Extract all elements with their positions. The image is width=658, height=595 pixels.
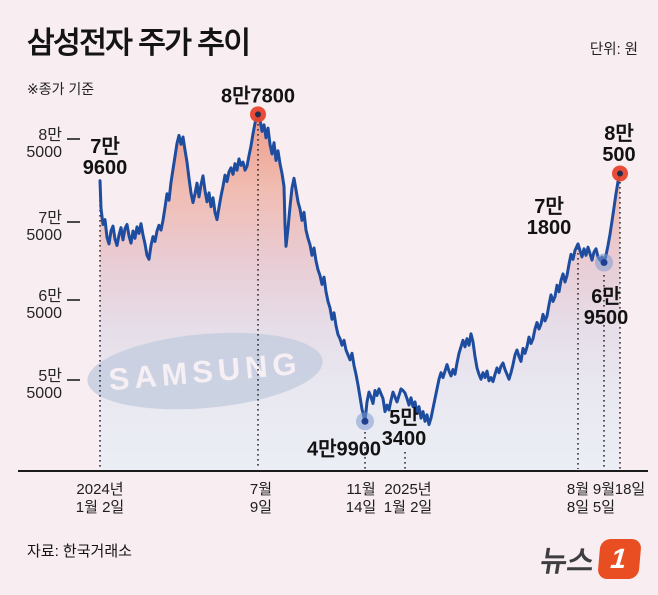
x-tick-label: 2025년 1월 2일 — [383, 481, 433, 516]
y-tick-label: 8만 5000 — [26, 127, 62, 161]
price-annotation: 5만 3400 — [381, 407, 427, 450]
marker-dot-core — [255, 111, 261, 118]
price-annotation: 4만9900 — [306, 438, 382, 461]
marker-dot-core — [361, 417, 369, 425]
x-tick-label: 18일 — [614, 481, 646, 498]
news1-logo: 뉴스 1 — [538, 538, 642, 580]
guide-lines — [99, 124, 621, 469]
samsung-watermark-logo: SAMSUNG — [87, 332, 323, 410]
marker-dot-core — [617, 170, 623, 177]
marker-dots — [250, 106, 628, 431]
price-annotation: 7만 9600 — [82, 136, 128, 179]
y-tick-dash — [67, 221, 80, 224]
price-annotation: 6만 9500 — [583, 286, 629, 329]
x-tick-label: 2024년 1월 2일 — [75, 481, 125, 516]
news1-logo-badge: 1 — [597, 539, 642, 579]
price-annotation: 7만 1800 — [526, 196, 572, 239]
price-annotation: 8만7800 — [220, 85, 296, 108]
price-line — [98, 112, 622, 427]
x-tick-label: 8월 8일 — [566, 481, 590, 516]
price-annotation: 8만 500 — [602, 123, 636, 166]
y-tick-label: 6만 5000 — [26, 288, 62, 322]
news1-logo-number: 1 — [609, 543, 628, 574]
y-tick-dash — [67, 379, 80, 382]
samsung-watermark-ellipse — [87, 332, 323, 410]
page-title: 삼성전자 주가 추이 — [27, 27, 251, 60]
unit-label: 단위: 원 — [589, 42, 638, 58]
subtitle-note: ※종가 기준 — [27, 81, 95, 97]
y-tick-label: 5만 5000 — [26, 368, 62, 402]
marker-dot-core — [600, 259, 608, 267]
source-label: 자료: 한국거래소 — [27, 543, 132, 560]
y-tick-dash — [67, 138, 80, 141]
x-tick-label: 9월 5일 — [592, 481, 616, 516]
news1-logo-text: 뉴스 — [537, 546, 597, 578]
y-tick-label: 7만 5000 — [26, 210, 62, 244]
y-tick-dash — [67, 299, 80, 302]
x-tick-label: 7월 9일 — [249, 481, 273, 516]
x-tick-label: 11월 14일 — [345, 481, 377, 516]
